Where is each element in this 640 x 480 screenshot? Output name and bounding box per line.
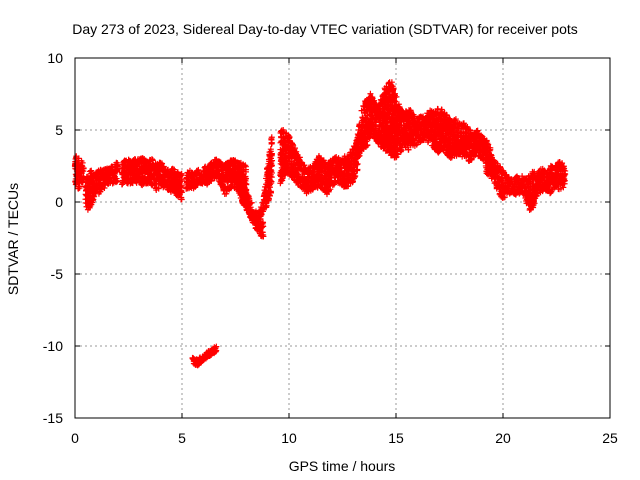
data-point (80, 175, 87, 182)
data-point (91, 193, 98, 200)
data-point (296, 154, 303, 161)
data-point (267, 189, 274, 196)
data-point (405, 146, 412, 153)
data-point (114, 177, 121, 184)
data-point (327, 186, 334, 193)
data-point (178, 196, 185, 203)
data-point (79, 159, 86, 166)
chart-title: Day 273 of 2023, Sidereal Day-to-day VTE… (72, 21, 578, 37)
data-point (268, 134, 275, 141)
grid (75, 58, 610, 418)
data-point (208, 177, 215, 184)
data-point (393, 93, 400, 100)
data-points (71, 79, 569, 369)
data-point (411, 113, 418, 120)
data-point (260, 233, 267, 240)
data-point (246, 195, 253, 202)
data-point (177, 171, 184, 178)
data-point (248, 199, 255, 206)
data-point (394, 151, 401, 158)
data-point (292, 145, 299, 152)
data-point (301, 162, 308, 169)
data-point (76, 184, 83, 191)
data-point (239, 180, 246, 187)
data-point (268, 169, 275, 176)
data-point (352, 172, 359, 179)
data-point (268, 139, 275, 146)
data-point (354, 167, 361, 174)
data-point (260, 223, 267, 230)
data-point (160, 163, 167, 170)
data-point (354, 161, 361, 168)
data-point (268, 162, 275, 169)
data-point (388, 79, 395, 86)
data-point (391, 90, 398, 97)
data-point (178, 170, 185, 177)
data-point (364, 142, 371, 149)
data-point (396, 104, 403, 111)
data-point (242, 162, 249, 169)
data-point (392, 98, 399, 105)
data-point (80, 165, 87, 172)
data-point (75, 155, 82, 162)
data-point (293, 148, 300, 155)
data-point (223, 190, 230, 197)
data-point (268, 150, 275, 157)
data-point (390, 85, 397, 92)
data-point (114, 166, 121, 173)
data-point (263, 202, 270, 209)
data-point (242, 166, 249, 173)
data-point (178, 184, 185, 191)
data-point (238, 176, 245, 183)
